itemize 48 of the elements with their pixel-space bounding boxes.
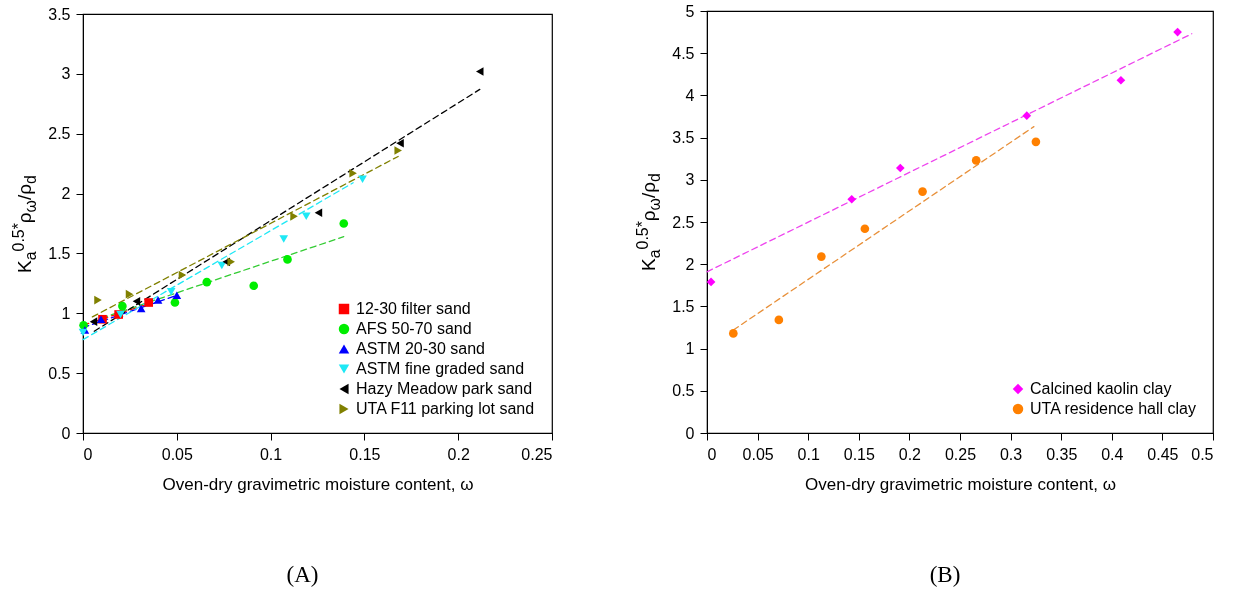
legend-label: UTA F11 parking lot sand [356,400,535,417]
x-tick-label: 0.15 [843,445,875,463]
y-tick-label: 2 [685,255,695,273]
x-tick-label: 0.1 [259,445,283,463]
x-tick-label: 0.1 [797,445,820,463]
y-tick-label: 0.5 [672,382,695,400]
y-tick-label: 1.5 [48,244,71,262]
x-tick-label: 0 [707,445,717,463]
x-tick-label: 0.3 [999,445,1023,463]
y-tick-label: 3.5 [672,129,695,147]
x-tick-label: 0.05 [161,445,193,463]
x-tick-label: 0.25 [521,445,553,463]
x-tick-label: 0 [83,445,93,463]
text: (B) [929,562,961,588]
x-axis-title: Oven-dry gravimetric moisture content, ω [162,474,474,494]
y-tick-label: 0 [685,424,695,442]
x-tick-label: 0.45 [1147,445,1179,463]
y-tick-label: 0 [61,424,71,442]
legend-label: Calcined kaolin clay [1030,380,1172,397]
y-tick-label: 3 [685,171,695,189]
y-tick-label: 2 [61,185,71,203]
y-tick-label: 0.5 [48,364,71,382]
legend-label: 12-30 filter sand [356,300,471,317]
y-tick-label: 4 [685,86,695,104]
y-tick-label: 2.5 [48,125,71,143]
y-tick-label: 2.5 [672,213,695,231]
legend-label: UTA residence hall clay [1030,400,1196,417]
x-tick-label: 0.4 [1101,445,1124,463]
x-tick-label: 0.2 [447,445,470,463]
x-tick-label: 0.5 [1191,445,1214,463]
legend-label: ASTM 20-30 sand [356,340,485,357]
x-axis-title: Oven-dry gravimetric moisture content, ω [805,474,1116,494]
legend-label: Hazy Meadow park sand [356,380,533,397]
y-tick-label: 1.5 [672,297,695,315]
x-tick-label: 0.2 [898,445,922,463]
y-tick-label: 3.5 [48,5,71,23]
legend-label: ASTM fine graded sand [356,360,525,377]
x-tick-label: 0.25 [944,445,977,463]
legend-label: AFS 50-70 sand [356,320,472,337]
y-tick-label: 1 [685,340,695,358]
y-tick-label: 5 [685,2,695,20]
y-tick-label: 3 [61,65,71,83]
x-tick-label: 0.05 [742,445,774,463]
y-tick-label: 4.5 [672,44,695,62]
x-tick-label: 0.15 [349,445,381,463]
text: (A) [286,562,319,588]
y-tick-label: 1 [61,304,71,322]
x-tick-label: 0.35 [1046,445,1078,463]
